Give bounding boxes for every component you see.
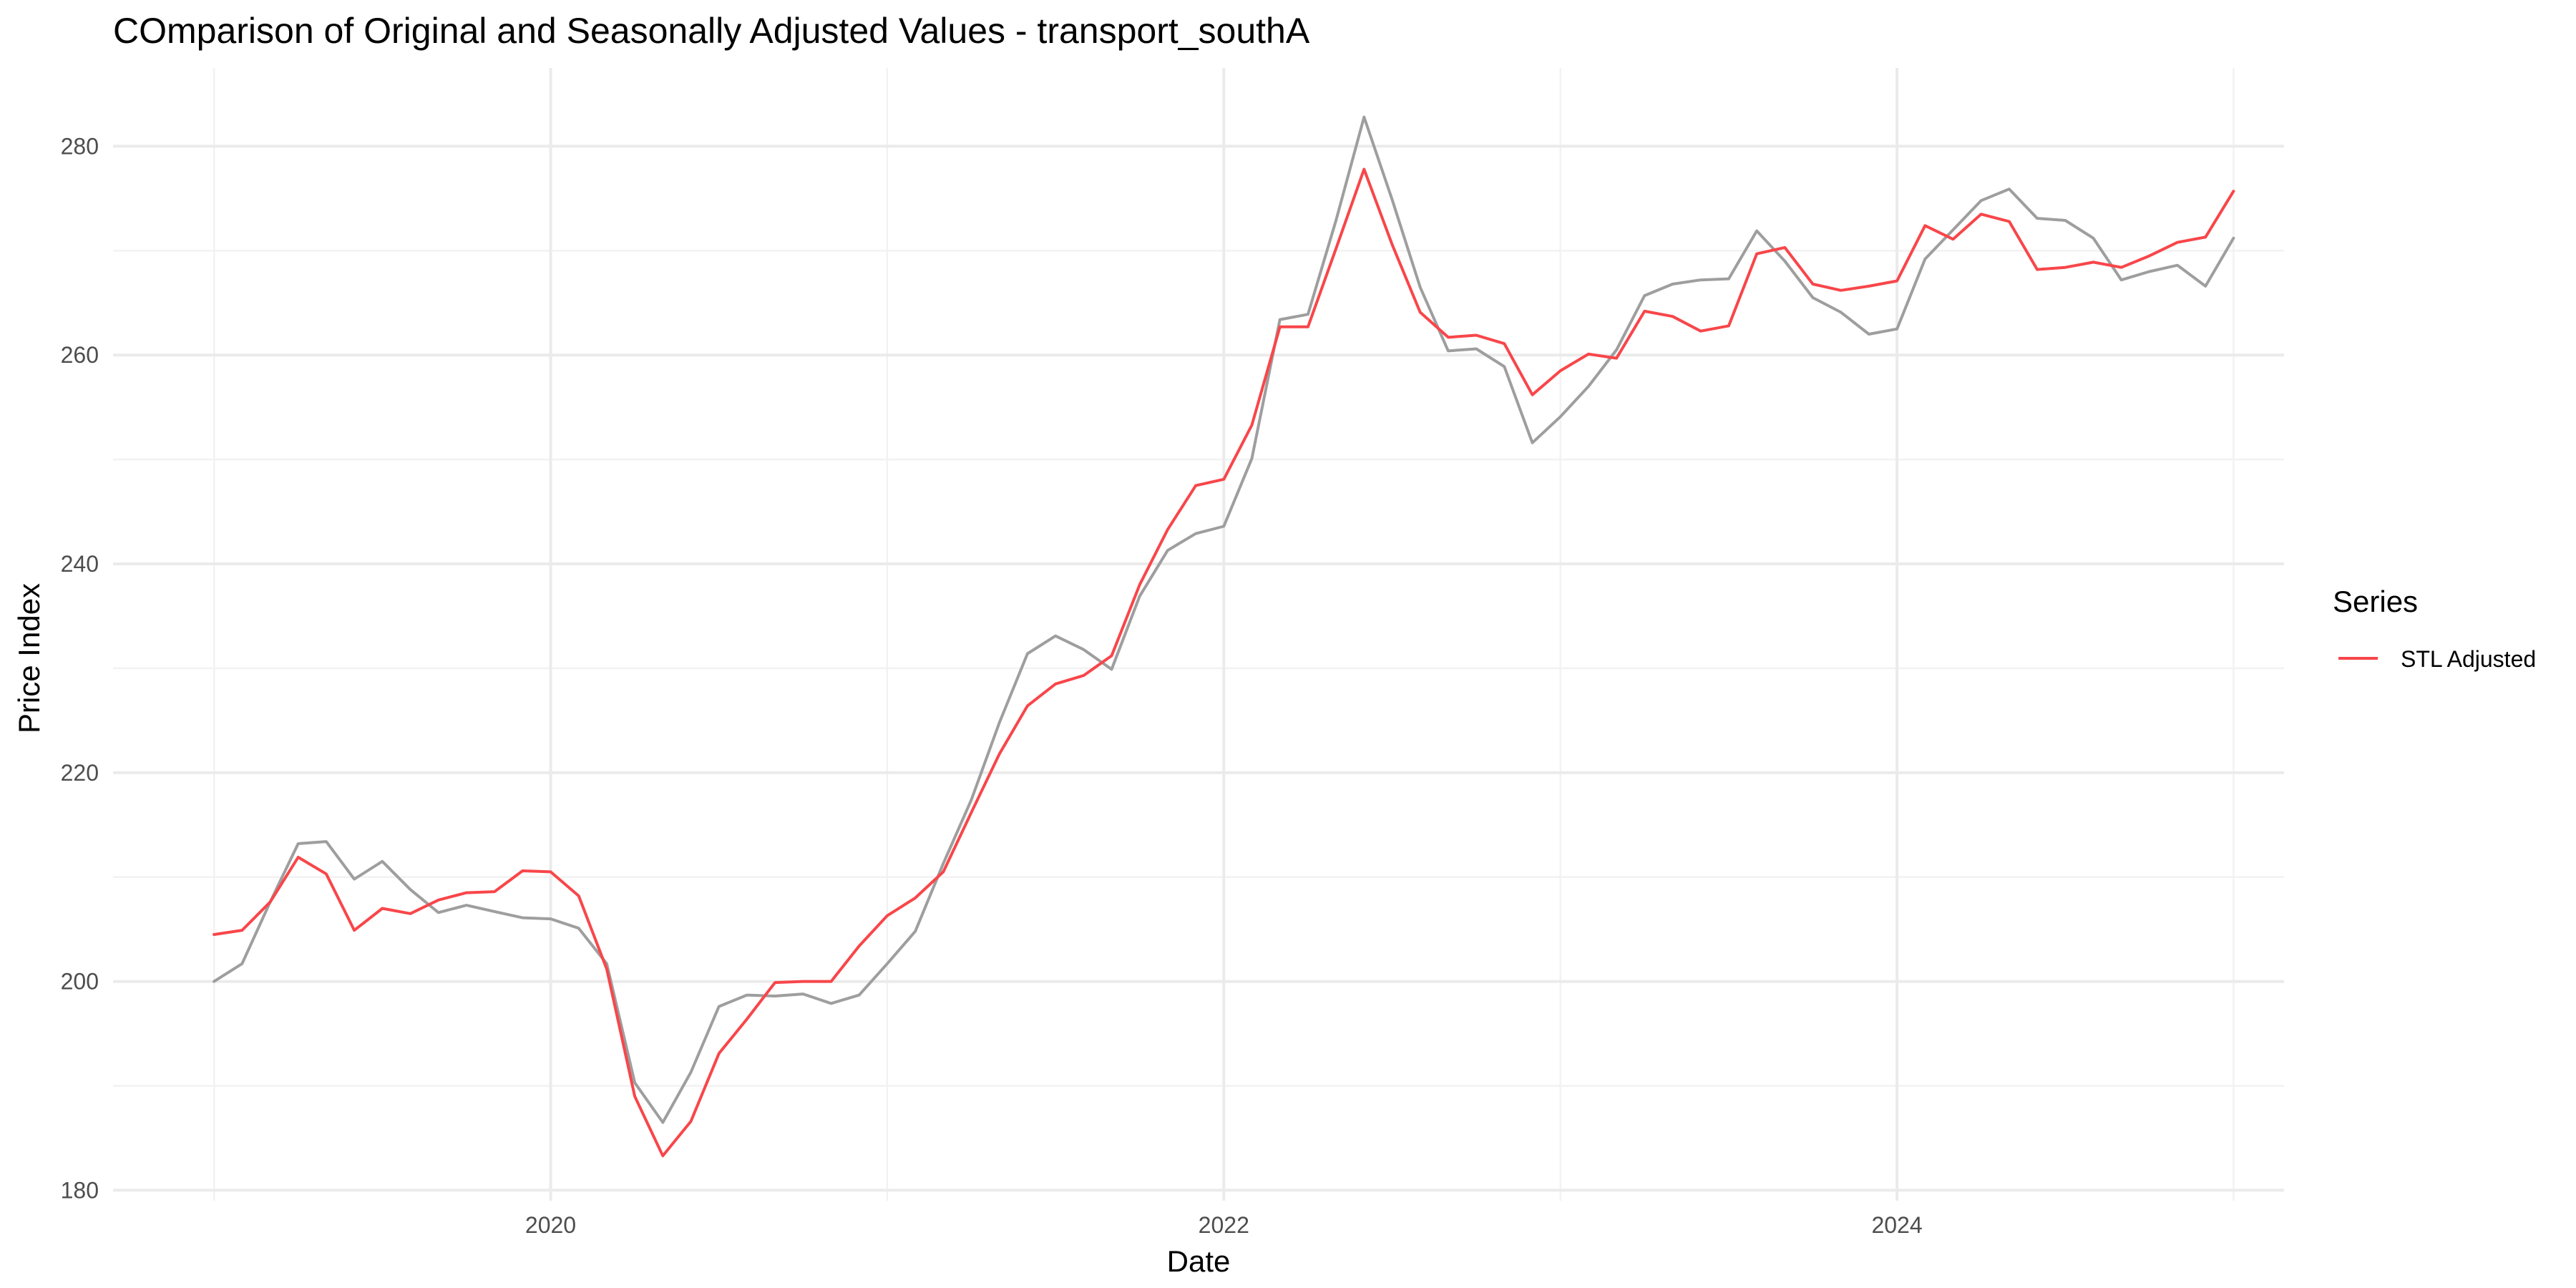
x-axis-ticks: 2020 2022 2024 — [525, 1212, 1923, 1238]
chart-title: COmparison of Original and Seasonally Ad… — [113, 11, 1310, 51]
x-axis-title: Date — [1167, 1244, 1231, 1278]
x-tick-label: 2024 — [1871, 1212, 1922, 1238]
y-axis-title: Price Index — [12, 583, 46, 733]
y-axis-ticks: 180 200 220 240 260 280 — [61, 133, 99, 1203]
y-tick-label: 180 — [61, 1177, 99, 1203]
y-tick-label: 280 — [61, 133, 99, 159]
legend-label-stl-adjusted: STL Adjusted — [2401, 646, 2536, 672]
x-tick-label: 2022 — [1199, 1212, 1249, 1238]
legend: Series STL Adjusted — [2333, 585, 2536, 672]
legend-title: Series — [2333, 585, 2418, 618]
series-lines — [213, 115, 2235, 1158]
y-tick-label: 200 — [61, 969, 99, 995]
y-tick-label: 240 — [61, 551, 99, 577]
series-line-adjusted — [213, 167, 2235, 1158]
y-tick-label: 260 — [61, 342, 99, 368]
x-tick-label: 2020 — [525, 1212, 576, 1238]
y-tick-label: 220 — [61, 760, 99, 786]
series-line-original — [213, 115, 2235, 1124]
plot-grid — [113, 68, 2284, 1201]
